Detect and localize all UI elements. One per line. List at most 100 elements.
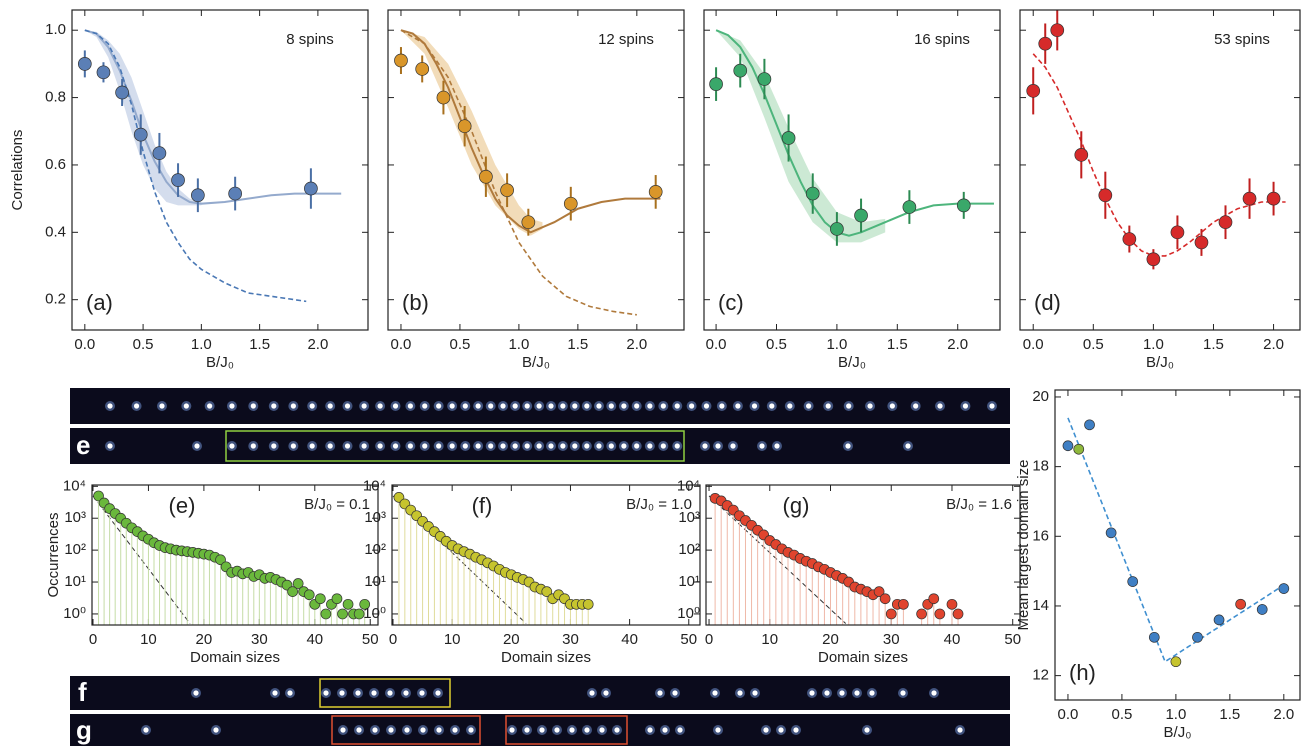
data-point <box>1192 631 1203 643</box>
ion <box>403 690 409 696</box>
data-point <box>1105 527 1117 539</box>
ion <box>512 443 518 449</box>
data-point <box>152 146 167 161</box>
data-point <box>582 598 594 610</box>
ion <box>621 403 627 409</box>
x-axis-label: Domain sizes <box>501 649 591 666</box>
y-tick-label: 12 <box>1032 667 1049 684</box>
data-point <box>1062 440 1074 452</box>
ion <box>290 443 296 449</box>
ion <box>436 403 442 409</box>
ion <box>404 727 410 733</box>
x-tick-label: 50 <box>1004 631 1021 648</box>
x-tick-label: 1.0 <box>826 336 847 353</box>
ion <box>462 403 468 409</box>
ion <box>536 403 542 409</box>
data-point <box>733 63 748 78</box>
ion <box>143 727 149 733</box>
y-tick-label: 10³ <box>64 509 86 526</box>
y-tick-label: 14 <box>1032 597 1049 614</box>
x-tick-label: 30 <box>251 631 268 648</box>
y-tick-label: 10³ <box>364 509 386 526</box>
ion <box>931 690 937 696</box>
ion <box>250 403 256 409</box>
data-point <box>648 185 663 199</box>
x-tick-label: 40 <box>306 631 323 648</box>
y-tick-label: 0.8 <box>45 89 66 106</box>
ion <box>809 690 815 696</box>
data-point <box>885 608 897 620</box>
ion <box>371 690 377 696</box>
x-tick-label: 2.0 <box>307 336 328 353</box>
ion <box>475 443 481 449</box>
data-point <box>781 131 796 145</box>
ion <box>647 443 653 449</box>
ion <box>539 727 545 733</box>
ion <box>309 403 315 409</box>
ion <box>621 443 627 449</box>
panel-label: (a) <box>86 290 113 315</box>
data-point <box>1266 191 1281 206</box>
ion <box>548 443 554 449</box>
x-tick-label: 0.5 <box>1083 336 1104 353</box>
ion <box>372 727 378 733</box>
ion <box>889 403 895 409</box>
ion <box>715 443 721 449</box>
annotation: B/J₀ = 0.1 <box>304 496 370 513</box>
ion <box>824 690 830 696</box>
ion <box>356 727 362 733</box>
ion <box>340 727 346 733</box>
ion <box>388 727 394 733</box>
ion <box>327 443 333 449</box>
x-tick-label: 1.5 <box>1219 706 1240 723</box>
ion <box>864 727 870 733</box>
ion <box>387 690 393 696</box>
theory-curve <box>84 29 342 205</box>
data-point <box>1074 147 1089 162</box>
data-point <box>1127 576 1139 587</box>
data-point <box>952 608 964 620</box>
ion <box>715 727 721 733</box>
ion <box>194 443 200 449</box>
x-tick-label: 0 <box>89 631 97 648</box>
plot-frame <box>71 9 369 331</box>
x-tick-label: 2.0 <box>947 336 968 353</box>
data-point <box>479 169 493 184</box>
x-tick-label: 40 <box>621 631 638 648</box>
x-tick-label: 50 <box>362 631 379 648</box>
y-tick-label: 10⁴ <box>677 477 700 494</box>
ion <box>229 443 235 449</box>
ion <box>657 690 663 696</box>
y-tick-label: 10⁰ <box>677 605 700 622</box>
x-tick-label: 0.5 <box>133 336 154 353</box>
x-tick-label: 20 <box>196 631 213 648</box>
plot-frame <box>387 9 685 331</box>
ion <box>584 403 590 409</box>
ion <box>647 727 653 733</box>
data-point <box>171 173 185 187</box>
data-point <box>898 598 909 610</box>
ion <box>589 690 595 696</box>
ion <box>752 690 758 696</box>
ion <box>662 727 668 733</box>
x-tick-label: 0.0 <box>391 336 412 353</box>
ion <box>702 443 708 449</box>
ion <box>839 690 845 696</box>
y-tick-label: 1.0 <box>45 21 66 38</box>
x-tick-label: 1.0 <box>1143 336 1164 353</box>
ion <box>719 403 725 409</box>
x-tick-label: 1.0 <box>191 336 212 353</box>
data-point <box>215 554 226 566</box>
y-tick-label: 10¹ <box>364 573 386 590</box>
ion <box>989 403 995 409</box>
y-tick-label: 10⁴ <box>363 477 386 494</box>
x-axis-label: Domain sizes <box>818 649 908 666</box>
ion <box>193 690 199 696</box>
x-tick-label: 10 <box>761 631 778 648</box>
ion <box>475 403 481 409</box>
data-point <box>934 608 946 620</box>
ion <box>937 403 943 409</box>
ion <box>806 403 812 409</box>
ion <box>793 727 799 733</box>
